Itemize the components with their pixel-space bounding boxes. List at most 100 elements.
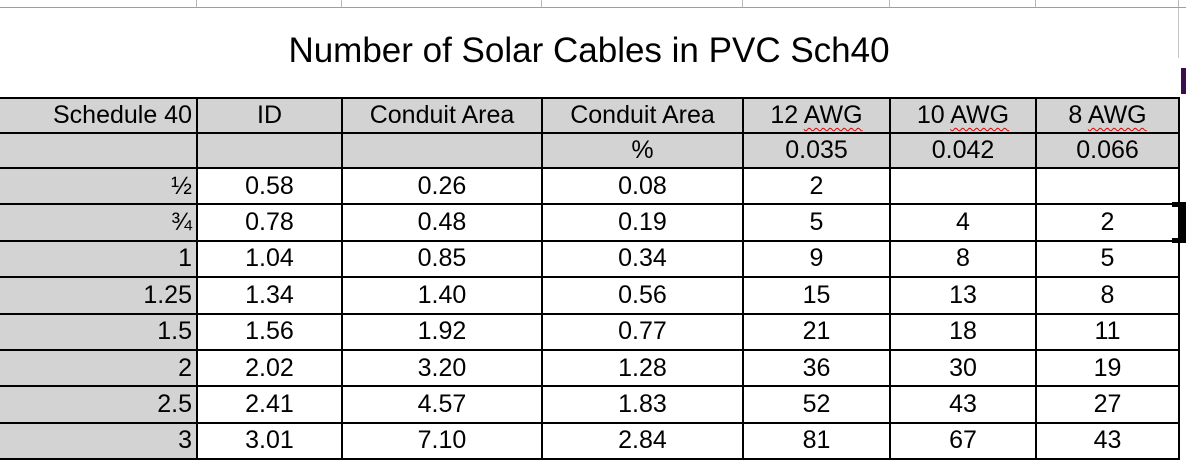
cell-8-awg[interactable]: 27 [1035, 385, 1180, 424]
cell-8-awg[interactable]: 11 [1035, 312, 1180, 351]
cell-8-awg[interactable]: 2 [1035, 203, 1180, 242]
cell-conduit-area[interactable]: 7.10 [341, 421, 543, 460]
cell-trade-size[interactable]: 3 [0, 421, 198, 460]
header-text-spellcheck: AWG [1087, 101, 1147, 129]
header-row-1: Schedule 40 ID Conduit Area Conduit Area… [0, 97, 1180, 134]
gridline-strip [0, 0, 1186, 8]
solar-cables-table: Schedule 40 ID Conduit Area Conduit Area… [0, 97, 1180, 460]
cell-conduit-area-pct[interactable]: 0.56 [541, 276, 744, 315]
header-text-spellcheck: AWG [803, 101, 863, 129]
subheader-cell[interactable] [0, 132, 198, 169]
cell-conduit-area[interactable]: 0.26 [341, 166, 543, 206]
selection-bracket [1172, 202, 1186, 243]
subheader-percent[interactable]: % [541, 132, 744, 169]
cell-trade-size[interactable]: 1.5 [0, 312, 198, 351]
cell-conduit-area[interactable]: 0.85 [341, 239, 543, 279]
cell-id[interactable]: 1.56 [196, 312, 343, 351]
cell-id[interactable]: 2.02 [196, 348, 343, 388]
table-body: ½ 0.58 0.26 0.08 2 ¾ 0.78 0.48 0.19 5 4 … [0, 166, 1180, 460]
table-row: ¾ 0.78 0.48 0.19 5 4 2 [0, 203, 1180, 242]
cell-12-awg[interactable]: 21 [742, 312, 891, 351]
cell-8-awg[interactable] [1035, 166, 1180, 206]
cell-10-awg[interactable]: 8 [889, 239, 1037, 279]
cell-trade-size[interactable]: 1.25 [0, 276, 198, 315]
cell-8-awg[interactable]: 8 [1035, 276, 1180, 315]
column-gridline [1178, 8, 1179, 58]
cell-conduit-area-pct[interactable]: 0.08 [541, 166, 744, 206]
header-8-awg[interactable]: 8 AWG [1035, 97, 1180, 134]
cell-trade-size[interactable]: ¾ [0, 203, 198, 242]
header-text-spellcheck: AWG [950, 101, 1010, 129]
subheader-cell[interactable] [196, 132, 343, 169]
cell-id[interactable]: 1.34 [196, 276, 343, 315]
cell-10-awg[interactable]: 67 [889, 421, 1037, 460]
header-12-awg[interactable]: 12 AWG [742, 97, 891, 134]
cell-10-awg[interactable]: 30 [889, 348, 1037, 388]
header-conduit-area-pct[interactable]: Conduit Area [541, 97, 744, 134]
cell-conduit-area[interactable]: 1.92 [341, 312, 543, 351]
cell-10-awg[interactable]: 43 [889, 385, 1037, 424]
cell-conduit-area[interactable]: 4.57 [341, 385, 543, 424]
header-row-2: % 0.035 0.042 0.066 [0, 132, 1180, 169]
header-text: 10 [916, 101, 951, 129]
cell-id[interactable]: 3.01 [196, 421, 343, 460]
subheader-8-awg-area[interactable]: 0.066 [1035, 132, 1180, 169]
cell-12-awg[interactable]: 9 [742, 239, 891, 279]
cell-trade-size[interactable]: ½ [0, 166, 198, 206]
header-schedule-40[interactable]: Schedule 40 [0, 97, 198, 134]
cell-conduit-area[interactable]: 3.20 [341, 348, 543, 388]
cell-conduit-area-pct[interactable]: 1.28 [541, 348, 744, 388]
cell-trade-size[interactable]: 1 [0, 239, 198, 279]
subheader-12-awg-area[interactable]: 0.035 [742, 132, 891, 169]
cell-10-awg[interactable]: 4 [889, 203, 1037, 242]
cell-12-awg[interactable]: 81 [742, 421, 891, 460]
cell-conduit-area[interactable]: 0.48 [341, 203, 543, 242]
gridline [196, 0, 197, 7]
header-10-awg[interactable]: 10 AWG [889, 97, 1037, 134]
selection-caret [1181, 68, 1186, 94]
header-text: 8 [1068, 101, 1088, 129]
cell-conduit-area-pct[interactable]: 1.83 [541, 385, 744, 424]
cell-trade-size[interactable]: 2.5 [0, 385, 198, 424]
gridline [742, 0, 743, 7]
cell-conduit-area[interactable]: 1.40 [341, 276, 543, 315]
table-row: 2.5 2.41 4.57 1.83 52 43 27 [0, 385, 1180, 424]
gridline [341, 0, 342, 7]
table-row: 2 2.02 3.20 1.28 36 30 19 [0, 348, 1180, 388]
cell-12-awg[interactable]: 2 [742, 166, 891, 206]
cell-10-awg[interactable]: 18 [889, 312, 1037, 351]
cell-8-awg[interactable]: 43 [1035, 421, 1180, 460]
cell-12-awg[interactable]: 36 [742, 348, 891, 388]
cell-conduit-area-pct[interactable]: 0.34 [541, 239, 744, 279]
cell-id[interactable]: 1.04 [196, 239, 343, 279]
table-row: 3 3.01 7.10 2.84 81 67 43 [0, 421, 1180, 460]
cell-12-awg[interactable]: 5 [742, 203, 891, 242]
cell-8-awg[interactable]: 19 [1035, 348, 1180, 388]
cell-conduit-area-pct[interactable]: 2.84 [541, 421, 744, 460]
gridline [1178, 0, 1179, 7]
cell-12-awg[interactable]: 15 [742, 276, 891, 315]
subheader-cell[interactable] [341, 132, 543, 169]
cell-conduit-area-pct[interactable]: 0.19 [541, 203, 744, 242]
header-conduit-area[interactable]: Conduit Area [341, 97, 543, 134]
header-text: 12 [770, 101, 804, 129]
cell-8-awg[interactable]: 5 [1035, 239, 1180, 279]
table-row: ½ 0.58 0.26 0.08 2 [0, 166, 1180, 206]
cell-id[interactable]: 2.41 [196, 385, 343, 424]
subheader-10-awg-area[interactable]: 0.042 [889, 132, 1037, 169]
cell-trade-size[interactable]: 2 [0, 348, 198, 388]
gridline [889, 0, 890, 7]
table-row: 1.5 1.56 1.92 0.77 21 18 11 [0, 312, 1180, 351]
cell-id[interactable]: 0.78 [196, 203, 343, 242]
header-id[interactable]: ID [196, 97, 343, 134]
gridline [1035, 0, 1036, 7]
cell-10-awg[interactable]: 13 [889, 276, 1037, 315]
table-row: 1.25 1.34 1.40 0.56 15 13 8 [0, 276, 1180, 315]
cell-12-awg[interactable]: 52 [742, 385, 891, 424]
sheet-title[interactable]: Number of Solar Cables in PVC Sch40 [288, 31, 890, 70]
cell-10-awg[interactable] [889, 166, 1037, 206]
gridline [541, 0, 542, 7]
cell-id[interactable]: 0.58 [196, 166, 343, 206]
table-row: 1 1.04 0.85 0.34 9 8 5 [0, 239, 1180, 279]
cell-conduit-area-pct[interactable]: 0.77 [541, 312, 744, 351]
